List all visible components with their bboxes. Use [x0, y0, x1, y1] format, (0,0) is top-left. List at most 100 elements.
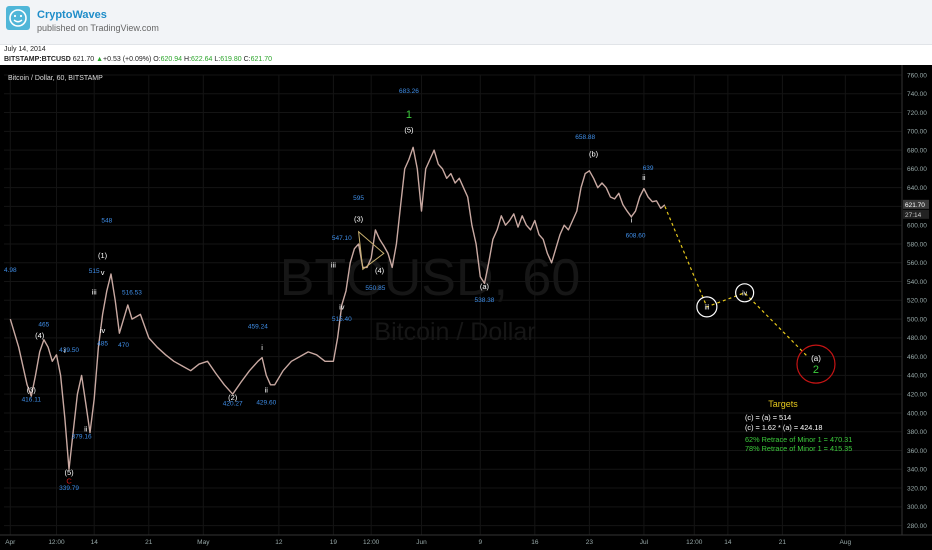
wave-circle [796, 344, 836, 384]
y-tick-label: 740.00 [907, 91, 927, 98]
y-tick-label: 580.00 [907, 241, 927, 248]
price-label: 658.88 [575, 134, 595, 141]
open-label: O: [153, 56, 161, 63]
wave-label: (4) [35, 331, 45, 340]
x-tick-label: 23 [586, 539, 594, 546]
wave-label: (b) [589, 150, 599, 159]
x-tick-label: 12:00 [686, 539, 703, 546]
price-label: 4.98 [4, 267, 17, 274]
current-price-label: 621.70 [905, 202, 925, 209]
y-tick-label: 640.00 [907, 185, 927, 192]
x-tick-label: May [197, 539, 210, 546]
wave-label: i [261, 343, 263, 352]
y-tick-label: 420.00 [907, 391, 927, 398]
price-label: 548 [101, 217, 112, 224]
projection-path [664, 206, 809, 358]
y-tick-label: 660.00 [907, 166, 927, 173]
open-value: 620.94 [160, 56, 183, 63]
price-chart[interactable]: BTCUSD, 60 Bitcoin / Dollar Bitcoin / Doll… [0, 65, 932, 550]
wave-label: ii [84, 425, 88, 434]
y-tick-label: 540.00 [907, 279, 927, 286]
price-label: 339.79 [59, 485, 79, 492]
y-tick-label: 600.00 [907, 223, 927, 230]
y-tick-label: 500.00 [907, 316, 927, 323]
price-label: 516.53 [122, 290, 142, 297]
quote-bar: BITSTAMP:BTCUSD 621.70 ▲+0.53 (+0.09%) O… [4, 56, 272, 63]
last-price: 621.70 [72, 56, 95, 63]
wave-label: (4) [375, 266, 385, 275]
x-tick-label: Jul [640, 539, 649, 546]
high-label: H: [184, 56, 192, 63]
price-label: 608.60 [626, 232, 646, 239]
publish-date: July 14, 2014 [4, 46, 46, 53]
y-tick-label: 360.00 [907, 448, 927, 455]
x-tick-label: Aug [840, 539, 852, 546]
price-label: 485 [97, 340, 108, 347]
targets-title: Targets [768, 399, 798, 409]
price-label: 439.50 [59, 347, 79, 354]
x-tick-label: 9 [478, 539, 482, 546]
price-label: 595 [353, 195, 364, 202]
wave-label: iv [100, 326, 106, 335]
wave-label: C [66, 476, 72, 485]
price-label: 683.26 [399, 88, 419, 95]
wave-label: (2) [228, 393, 238, 402]
wave-circle [696, 296, 718, 318]
chart-canvas[interactable]: BTCUSD, 60 Bitcoin / Dollar Bitcoin / Doll… [0, 65, 932, 550]
wave-label: iii [331, 260, 336, 269]
countdown-label: 27:14 [905, 212, 922, 219]
triangle-pattern [357, 230, 385, 271]
x-tick-label: 21 [779, 539, 787, 546]
x-tick-label: 21 [145, 539, 153, 546]
current-price-badge [903, 199, 929, 209]
wave-circle-label: iii [705, 304, 710, 311]
author-name-link[interactable]: CryptoWaves [37, 9, 107, 21]
x-tick-label: 16 [531, 539, 539, 546]
low-value: 619.80 [220, 56, 242, 63]
header: CryptoWaves published on TradingView.com [0, 0, 932, 45]
y-tick-label: 760.00 [907, 72, 927, 79]
chart-title: Bitcoin / Dollar, 60, BITSTAMP [8, 75, 103, 82]
wave-label: (5) [64, 468, 74, 477]
wave-label: v [101, 268, 105, 277]
x-tick-label: 12:00 [363, 539, 380, 546]
x-tick-label: Jun [416, 539, 427, 546]
x-tick-label: 19 [330, 539, 338, 546]
wave-circle-sublabel: 2 [813, 364, 819, 376]
wave-label: (3) [354, 214, 364, 223]
up-arrow-icon: ▲ [96, 56, 104, 63]
y-tick-label: 480.00 [907, 335, 927, 342]
smiley-logo-icon[interactable] [6, 6, 30, 30]
price-label: 459.24 [248, 323, 268, 330]
x-tick-label: 12 [275, 539, 283, 546]
price-label: 416.11 [22, 397, 42, 404]
price-label: 547.10 [332, 235, 352, 242]
price-series-line [9, 146, 666, 470]
wave-label: i [631, 215, 633, 224]
y-tick-label: 440.00 [907, 373, 927, 380]
price-label: 538.38 [475, 297, 495, 304]
published-on-text: published on TradingView.com [37, 23, 159, 33]
symbol-label: BITSTAMP:BTCUSD [4, 56, 71, 63]
y-tick-label: 700.00 [907, 129, 927, 136]
price-change: +0.53 (+0.09%) [103, 56, 152, 63]
wave-circle [735, 283, 755, 303]
x-tick-label: Apr [5, 539, 16, 546]
price-label: 470 [118, 342, 129, 349]
low-label: L: [214, 56, 221, 63]
wave-label: ii [265, 385, 269, 394]
wave-label: iii [92, 288, 97, 297]
target-line: (c) = (a) = 514 [745, 413, 791, 422]
x-tick-label: 12:00 [48, 539, 65, 546]
wave-label: i [64, 346, 66, 355]
watermark-symbol: BTCUSD, 60 [280, 249, 581, 307]
y-tick-label: 340.00 [907, 467, 927, 474]
y-tick-label: 300.00 [907, 504, 927, 511]
close-label: C: [243, 56, 251, 63]
x-tick-label: 14 [724, 539, 732, 546]
y-tick-label: 320.00 [907, 485, 927, 492]
price-label: 639 [643, 165, 654, 172]
y-tick-label: 280.00 [907, 523, 927, 530]
wave-label: (1) [98, 251, 108, 260]
price-label: 550.85 [365, 285, 385, 292]
